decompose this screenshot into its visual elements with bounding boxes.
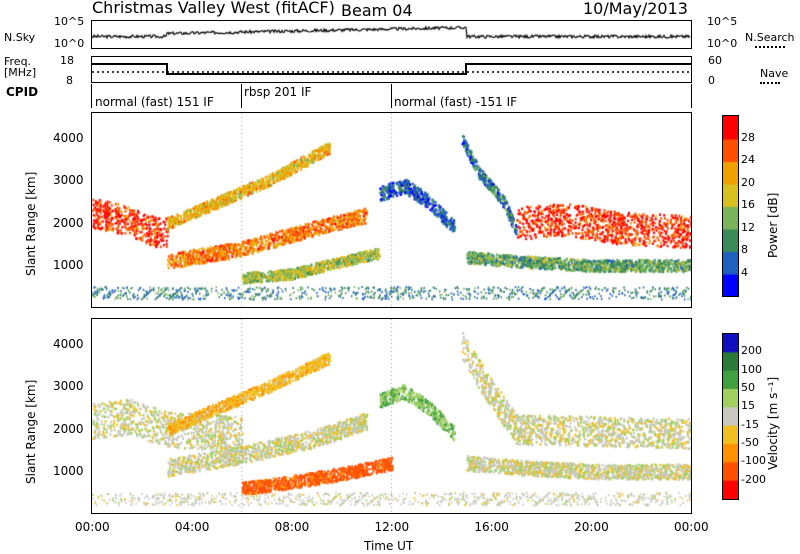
power-panel (91, 112, 692, 308)
nave-tick-top: 60 (708, 54, 722, 67)
x-tick: 00:00 (674, 520, 709, 534)
power-colorbar-label: Power [dB] (766, 192, 780, 258)
power-ylabel: Slant Range [km] (24, 171, 38, 276)
velocity-panel (91, 318, 692, 514)
velocity-colorbar-tick: -50 (741, 436, 759, 449)
power-ytick: 3000 (53, 173, 84, 188)
velocity-colorbar-tick: -200 (741, 472, 766, 486)
cpid-segment-2: rbsp 201 IF (244, 85, 312, 99)
beam-label: Beam 04 (341, 1, 413, 20)
nsky-trace (92, 21, 691, 48)
power-ytick: 4000 (53, 131, 84, 146)
velocity-ytick: 4000 (53, 337, 84, 352)
velocity-ytick: 1000 (53, 463, 84, 478)
power-colorbar-tick: 24 (741, 153, 755, 166)
nsearch-label: N.Search (745, 31, 795, 44)
velocity-colorbar-tick: 50 (741, 381, 755, 394)
power-colorbar-tick: 20 (741, 175, 755, 189)
velocity-colorbar-tick: 200 (741, 344, 762, 358)
power-colorbar-tick: 8 (741, 243, 748, 256)
velocity-colorbar-tick: 15 (741, 399, 755, 413)
x-tick: 12:00 (374, 520, 410, 534)
freq-trace (92, 63, 691, 75)
power-ytick: 2000 (53, 215, 84, 230)
x-tick: 00:00 (75, 520, 110, 534)
nave-tick-bottom: 0 (708, 74, 715, 87)
velocity-heatmap (92, 319, 691, 513)
cpid-label: CPID (6, 85, 39, 99)
cpid-strip: normal (fast) 151 IF rbsp 201 IF normal … (91, 84, 692, 108)
power-colorbar (722, 115, 739, 297)
x-axis-label: Time UT (364, 539, 414, 553)
freq-unit: [MHz] (4, 66, 37, 79)
velocity-ylabel: Slant Range [km] (24, 379, 38, 484)
nsearch-tick-bottom: 10^0 (707, 37, 738, 50)
cpid-segment-3: normal (fast) -151 IF (394, 95, 518, 109)
power-ytick: 1000 (53, 257, 84, 272)
velocity-colorbar-label: Velocity [m s⁻¹] (766, 376, 780, 470)
nave-legend-line (760, 82, 780, 84)
nave-label: Nave (760, 67, 789, 80)
x-tick: 20:00 (574, 520, 609, 534)
power-colorbar-tick: 28 (741, 130, 755, 144)
freq-label: Freq. (4, 55, 32, 68)
freq-tick-top: 18 (60, 54, 74, 67)
cpid-segment-1: normal (fast) 151 IF (95, 95, 214, 109)
x-tick: 16:00 (474, 520, 509, 534)
velocity-colorbar-tick: -100 (741, 454, 766, 468)
velocity-colorbar-tick: 100 (741, 362, 762, 376)
velocity-ytick: 2000 (53, 421, 84, 436)
nsearch-legend-line (755, 46, 785, 48)
velocity-ytick: 3000 (53, 379, 84, 394)
power-colorbar-tick: 16 (741, 198, 755, 211)
nsky-panel (91, 20, 692, 49)
nsearch-tick-top: 10^5 (707, 15, 738, 28)
power-colorbar-tick: 12 (741, 220, 755, 234)
nsky-tick-top: 10^5 (54, 15, 85, 28)
date-label: 10/May/2013 (583, 0, 688, 18)
power-colorbar-tick: 4 (741, 265, 748, 279)
power-heatmap (92, 113, 691, 307)
x-tick: 08:00 (274, 520, 310, 534)
freq-tick-bottom: 8 (66, 74, 73, 87)
nsky-label: N.Sky (4, 31, 36, 44)
velocity-colorbar (722, 333, 739, 500)
station-title: Christmas Valley West (fitACF) (92, 0, 335, 17)
x-tick: 04:00 (174, 520, 210, 534)
velocity-colorbar-tick: -15 (741, 417, 759, 431)
nsky-tick-bottom: 10^0 (54, 37, 85, 50)
freq-panel (91, 56, 692, 83)
